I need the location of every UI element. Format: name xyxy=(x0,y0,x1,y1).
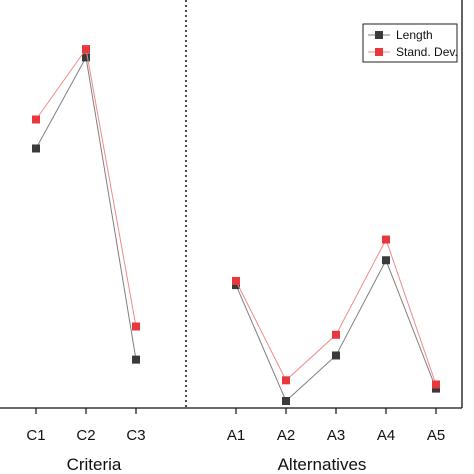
x-tick-label-a4: A4 xyxy=(377,427,395,444)
series-length xyxy=(32,53,440,406)
x-tick-label-c3: C3 xyxy=(126,427,145,444)
x-tick-label-c1: C1 xyxy=(26,427,45,444)
point-length-c3 xyxy=(132,355,140,364)
point-length-a4 xyxy=(382,256,390,265)
x-tick-label-a2: A2 xyxy=(277,427,295,444)
point-length-a3 xyxy=(332,351,340,360)
legend-label-length: Length xyxy=(396,28,433,42)
legend-label-stddev: Stand. Dev. xyxy=(396,45,458,59)
series-line-length-alternatives xyxy=(235,259,437,402)
legend-marker-length xyxy=(375,31,383,39)
group-labels: Criteria Alternatives xyxy=(67,455,367,474)
point-stand-dev-c3 xyxy=(132,322,140,331)
legend: Length Stand. Dev. xyxy=(362,23,458,63)
x-tick-label-a5: A5 xyxy=(427,427,445,444)
point-stand-dev-a2 xyxy=(282,376,290,385)
point-length-a2 xyxy=(282,397,290,406)
series-line-stand-dev-criteria xyxy=(35,47,137,327)
x-tick-label-a3: A3 xyxy=(327,427,345,444)
series-line-length-criteria xyxy=(35,55,137,360)
point-length-c2 xyxy=(82,53,90,62)
point-stand-dev-c1 xyxy=(32,115,40,124)
point-stand-dev-a5 xyxy=(432,380,440,389)
point-stand-dev-c2 xyxy=(82,45,90,54)
x-tick-label-a1: A1 xyxy=(227,427,245,444)
point-length-c1 xyxy=(32,144,40,153)
axes xyxy=(0,0,463,409)
tick-labels: C1 C2 C3 A1 A2 A3 A4 A5 xyxy=(26,427,445,444)
point-stand-dev-a1 xyxy=(232,276,240,285)
legend-marker-stddev xyxy=(375,48,383,56)
point-length-a5 xyxy=(432,384,440,393)
series-layer xyxy=(32,45,440,406)
tick-marks xyxy=(35,408,437,414)
group-label-criteria: Criteria xyxy=(67,455,122,474)
point-length-a1 xyxy=(232,281,240,290)
point-stand-dev-a3 xyxy=(332,330,340,339)
series-stand-dev xyxy=(32,45,440,389)
point-stand-dev-a4 xyxy=(382,235,390,244)
x-tick-label-c2: C2 xyxy=(76,427,95,444)
group-label-alternatives: Alternatives xyxy=(278,455,367,474)
